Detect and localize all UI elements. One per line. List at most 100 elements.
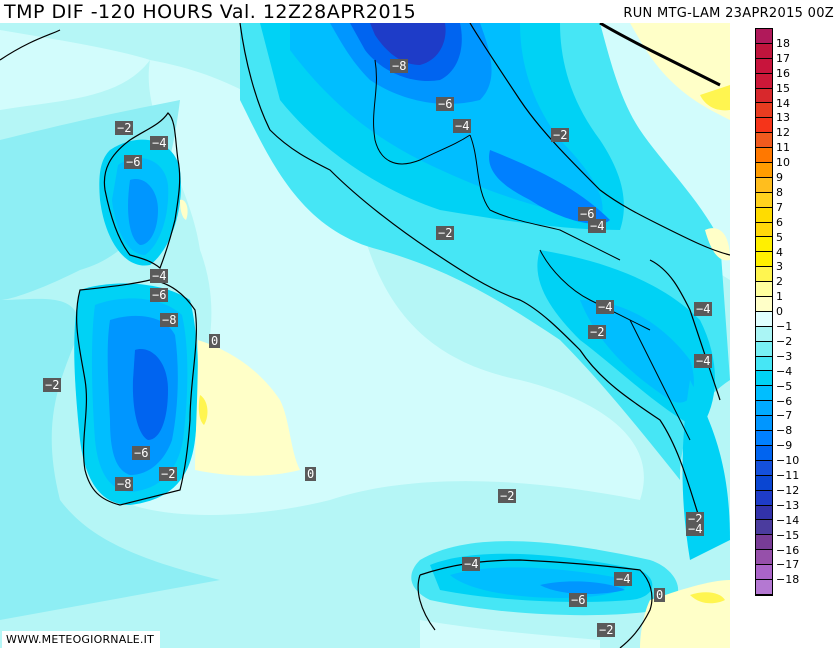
contour-label: −2 <box>43 378 62 392</box>
temperature-difference-map: −8 −6 −4 −2 −2 −4 −6 −6 −4 −2 −4 −6 −8 0 −4 −4 −2 −4 −2 −6−… <box>0 23 730 648</box>
colorbar-bin <box>756 237 772 253</box>
colorbar-tick-label: −7 <box>776 409 793 423</box>
contour-label: −2 <box>498 489 517 503</box>
colorbar-tick-label: 1 <box>776 290 783 304</box>
colorbar-tick-label: 6 <box>776 215 783 229</box>
colorbar-tick-label: 14 <box>776 96 790 110</box>
contour-label: −6 <box>578 207 597 221</box>
contour-label: 0 <box>305 467 317 481</box>
colorbar-tick-label: 13 <box>776 111 790 125</box>
colorbar-tick-label: −10 <box>776 454 800 468</box>
contour-label: −4 <box>150 269 169 283</box>
colorbar-tick-label: −4 <box>776 364 793 378</box>
colorbar-bin <box>756 460 772 476</box>
colorbar-bin <box>756 475 772 491</box>
contour-label: −4 <box>694 354 713 368</box>
colorbar-bin <box>756 267 772 283</box>
colorbar-tick-label: 9 <box>776 171 783 184</box>
website-credit[interactable]: WWW.METEOGIORNALE.IT <box>2 631 160 648</box>
colorbar-tick-label: −11 <box>776 469 800 482</box>
colorbar-bin <box>756 177 772 193</box>
contour-label: −6 <box>124 155 143 169</box>
colorbar-bin <box>756 297 772 312</box>
contour-label: −6 <box>436 97 455 111</box>
contour-label: −2 <box>588 325 607 339</box>
colorbar-tick-label: −15 <box>776 528 800 542</box>
colorbar-bin <box>756 416 772 432</box>
contour-label: −6 <box>569 593 588 607</box>
contour-label: −4 <box>150 136 169 150</box>
colorbar-bin <box>756 490 772 506</box>
colorbar-bin <box>756 29 772 44</box>
colorbar-bin <box>756 163 772 178</box>
colorbar-tick-label: 16 <box>776 66 790 80</box>
map-title: TMP DIF -120 HOURS Val. 12Z28APR2015 <box>4 1 417 23</box>
contour-label: −8 <box>160 313 179 327</box>
contour-label: −4 <box>588 219 607 233</box>
contour-label: −4 <box>614 572 633 586</box>
colorbar-bin <box>756 133 772 149</box>
model-run-label: RUN MTG-LAM 23APR2015 00Z <box>623 6 834 21</box>
colorbar-bin <box>756 252 772 268</box>
colorbar-bin <box>756 222 772 238</box>
colorbar-tick-label: −5 <box>776 379 793 393</box>
colorbar-tick-label: 5 <box>776 230 783 244</box>
colorbar-tick-label: −9 <box>776 439 793 453</box>
colorbar-bin <box>756 88 772 104</box>
colorbar-tick-label: −3 <box>776 349 793 363</box>
colorbar-tick-label: −16 <box>776 543 800 557</box>
colorbar-bin <box>756 192 772 208</box>
colorbar-bin <box>756 148 772 164</box>
colorbar-tick-label: 2 <box>776 275 783 289</box>
colorbar-bin <box>756 58 772 74</box>
contour-label: −2 <box>115 121 134 135</box>
contour-label: −8 <box>115 477 134 491</box>
colorbar-bin <box>756 565 772 580</box>
contour-label: 0 <box>654 588 666 602</box>
colorbar-bin <box>756 550 772 566</box>
colorbar-bin <box>756 520 772 536</box>
colorbar-bin <box>756 311 772 327</box>
colorbar-tick-label: 15 <box>776 81 790 95</box>
colorbar-tick-label: 12 <box>776 126 790 140</box>
contour-label: −4 <box>694 302 713 316</box>
colorbar-tick-label: 0 <box>776 305 783 319</box>
colorbar-bin <box>756 431 772 446</box>
colorbar-bin <box>756 282 772 298</box>
contour-label: −4 <box>686 522 705 536</box>
contour-label: −6 <box>150 288 169 302</box>
colorbar-tick-label: 4 <box>776 245 783 259</box>
colorbar-tick-label: 7 <box>776 200 783 214</box>
colorbar-tick-label: 17 <box>776 51 790 65</box>
colorbar-legend <box>755 28 773 596</box>
colorbar-tick-label: −13 <box>776 498 800 512</box>
contour-label: −8 <box>390 59 409 73</box>
colorbar-tick-label: −18 <box>776 573 800 587</box>
colorbar-bin <box>756 401 772 417</box>
colorbar-tick-label: 3 <box>776 260 783 274</box>
colorbar-bin <box>756 371 772 387</box>
colorbar-bin <box>756 535 772 551</box>
colorbar-bin <box>756 73 772 89</box>
colorbar-tick-label: −6 <box>776 394 793 408</box>
contour-label: −4 <box>462 557 481 571</box>
map-contours <box>0 23 730 648</box>
contour-label: 0 <box>209 334 221 348</box>
colorbar-bin <box>756 505 772 521</box>
colorbar-bin <box>756 207 772 223</box>
colorbar-tick-label: −1 <box>776 320 793 333</box>
colorbar-tick-label: 10 <box>776 156 790 170</box>
colorbar-tick-label: −14 <box>776 513 800 527</box>
colorbar-tick-label: −12 <box>776 483 800 497</box>
colorbar-tick-label: −2 <box>776 334 793 348</box>
colorbar-bin <box>756 341 772 357</box>
contour-label: −6 <box>132 446 151 460</box>
colorbar-bin <box>756 356 772 372</box>
colorbar-bin <box>756 103 772 119</box>
colorbar-tick-label: −17 <box>776 558 800 572</box>
colorbar-bin <box>756 326 772 342</box>
contour-label: −4 <box>596 300 615 314</box>
colorbar-bin <box>756 579 772 595</box>
contour-label: −2 <box>551 128 570 142</box>
contour-label: −2 <box>597 623 616 637</box>
